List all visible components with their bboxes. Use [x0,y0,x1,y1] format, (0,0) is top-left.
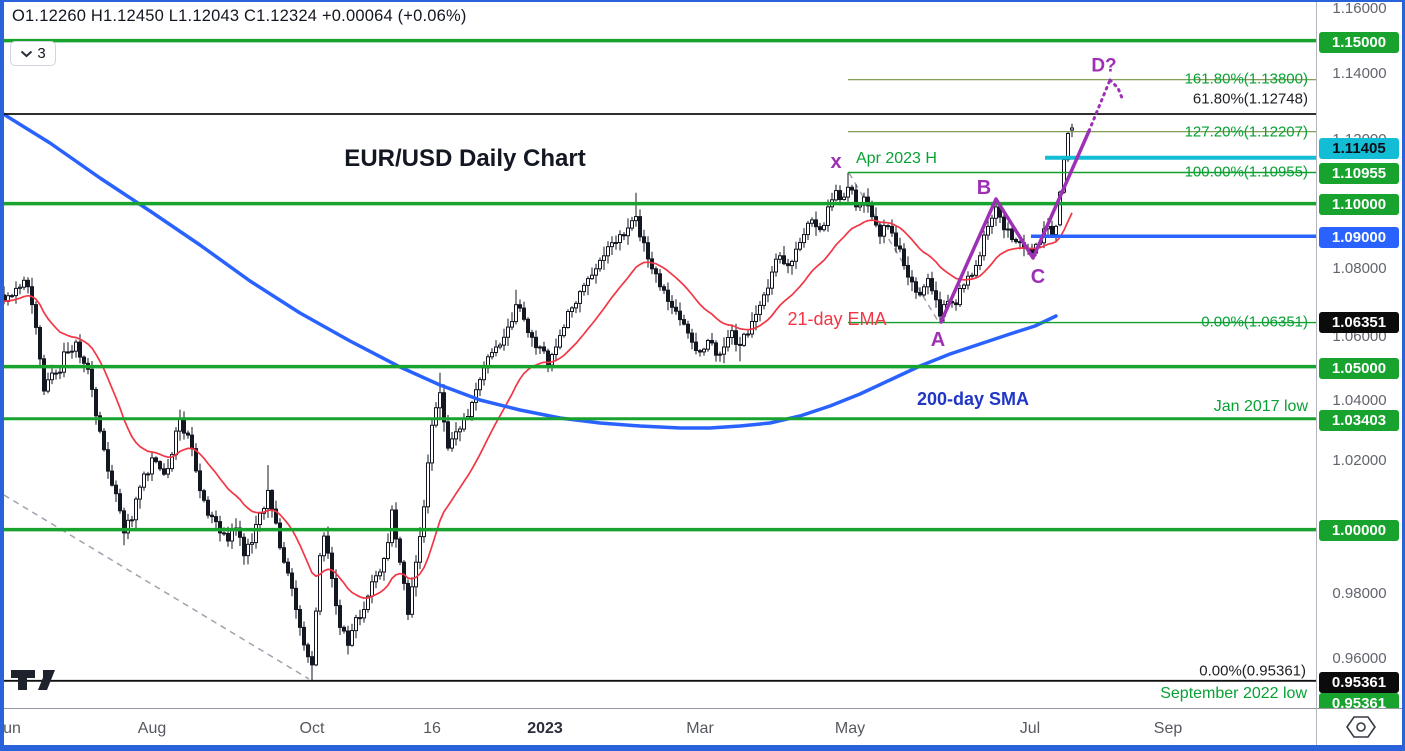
ema-21-line[interactable] [3,212,1073,599]
price-badge-1.06351-black: 1.06351 [1319,311,1399,333]
price-tick-1.08000: 1.08000 [1332,260,1387,277]
indicators-collapse-button[interactable]: 3 [10,41,56,66]
sma-200-line[interactable] [0,110,1058,430]
chevron-down-icon [21,50,33,57]
time-tick-Sep: Sep [1153,720,1183,737]
collapse-count: 3 [37,45,46,62]
price-badge-1.03403-green: 1.03403 [1319,409,1399,431]
frame-border-left [0,0,4,751]
price-badge-1.09000-blue: 1.09000 [1319,226,1399,248]
time-tick-Aug: Aug [137,720,167,737]
price-tick-1.04000: 1.04000 [1332,392,1387,409]
frame-border-top [0,0,1405,2]
price-badge-1.00000-green: 1.00000 [1319,519,1399,541]
price-badge-1.05000-green: 1.05000 [1319,357,1399,379]
price-axis-separator [1316,0,1317,745]
time-tick-Jul: Jul [1019,720,1041,737]
time-tick-Jun: Jun [0,720,21,737]
price-tick-1.16000: 1.16000 [1332,0,1387,17]
trendline-to-sep-2022-low[interactable] [3,494,310,680]
frame-border-bottom [0,745,1405,751]
price-badge-1.11405-cyan: 1.11405 [1319,137,1399,159]
ohlc-readout: O1.12260 H1.12450 L1.12043 C1.12324 +0.0… [12,7,467,25]
price-axis[interactable]: 1.160001.140001.120001.080001.060001.040… [1317,0,1402,708]
price-tick-0.98000: 0.98000 [1332,585,1387,602]
price-badge-0.95361-black: 0.95361 [1319,671,1399,693]
price-tick-1.14000: 1.14000 [1332,65,1387,82]
time-tick-May: May [834,720,866,737]
time-tick-Oct: Oct [299,720,325,737]
frame-border-right [1402,0,1405,751]
tradingview-logo [11,670,55,690]
price-badge-1.10000-green: 1.10000 [1319,193,1399,215]
price-tick-0.96000: 0.96000 [1332,650,1387,667]
candlestick-chart[interactable] [0,0,1318,710]
scale-settings-icon[interactable] [1317,709,1405,745]
time-axis[interactable]: Jun Aug Oct 16 2023 Mar May Jul Sep [0,708,1405,746]
price-badge-0.95361-green: 0.95361 [1319,692,1399,708]
price-tick-1.02000: 1.02000 [1332,452,1387,469]
abc-wave-solid[interactable] [939,129,1091,324]
trendline-apr-high-to-may-low[interactable] [848,172,939,322]
time-tick-2023: 2023 [527,720,563,737]
abc-wave-arrowhead [1108,78,1124,100]
price-badge-1.10955-green: 1.10955 [1319,162,1399,184]
time-tick-16: 16 [423,720,441,737]
abc-wave-dotted[interactable] [1087,78,1112,133]
candles [2,123,1074,681]
price-badge-1.15000-green: 1.15000 [1319,31,1399,53]
time-tick-Mar: Mar [686,720,714,737]
